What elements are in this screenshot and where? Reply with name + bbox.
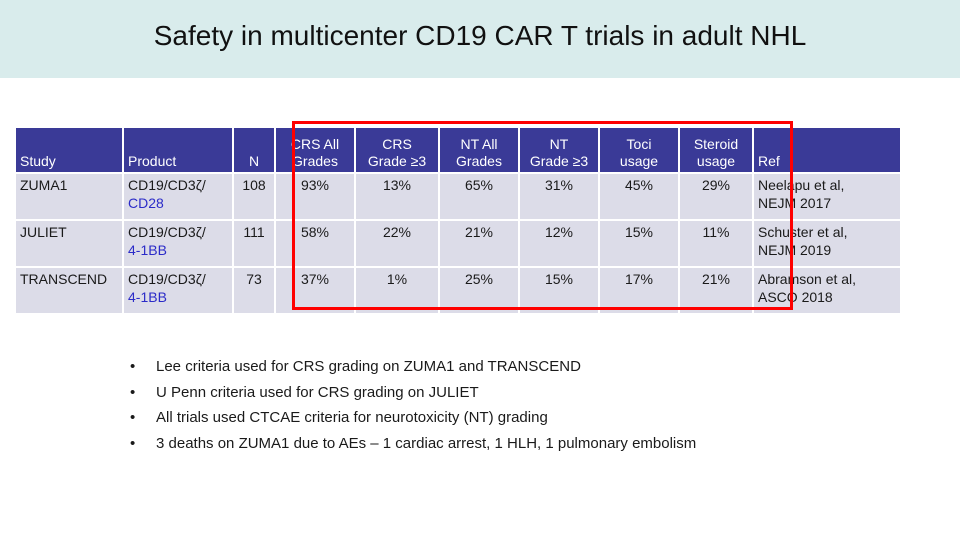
cell-ref: Abramson et al, ASCO 2018 (754, 268, 900, 313)
bullet-icon: • (130, 434, 136, 452)
header-nt-grade-3: NT Grade ≥3 (520, 128, 598, 172)
cell-steroid: 11% (680, 221, 752, 266)
cell-ref: Neelapu et al, NEJM 2017 (754, 174, 900, 219)
table-row: TRANSCEND CD19/CD3ζ/4-1BB 73 37% 1% 25% … (16, 268, 900, 313)
cell-crs-all: 93% (276, 174, 354, 219)
header-crs-grade-3: CRS Grade ≥3 (356, 128, 438, 172)
table-header-row: Study Product N CRS All Grades CRS Grade ≥… (16, 128, 900, 172)
cell-crs-all: 37% (276, 268, 354, 313)
header-steroid-usage: Steroid usage (680, 128, 752, 172)
header-study: Study (16, 128, 122, 172)
cell-nt-all: 21% (440, 221, 518, 266)
cell-study: JULIET (16, 221, 122, 266)
safety-table: Study Product N CRS All Grades CRS Grade ≥… (14, 126, 902, 315)
cell-crs-g3: 1% (356, 268, 438, 313)
header-crs-all-grades: CRS All Grades (276, 128, 354, 172)
notes-list: • Lee criteria used for CRS grading on ZU… (130, 358, 696, 460)
cell-toci: 15% (600, 221, 678, 266)
cell-nt-all: 25% (440, 268, 518, 313)
header-nt-all-grades: NT All Grades (440, 128, 518, 172)
header-ref: Ref (754, 128, 900, 172)
cell-nt-g3: 31% (520, 174, 598, 219)
table-row: ZUMA1 CD19/CD3ζ/CD28 108 93% 13% 65% 31%… (16, 174, 900, 219)
cell-n: 111 (234, 221, 274, 266)
title-bar (0, 0, 960, 78)
table-row: JULIET CD19/CD3ζ/4-1BB 111 58% 22% 21% 1… (16, 221, 900, 266)
header-toci-usage: Toci usage (600, 128, 678, 172)
cell-n: 73 (234, 268, 274, 313)
list-item: • All trials used CTCAE criteria for neur… (130, 409, 548, 426)
cell-nt-all: 65% (440, 174, 518, 219)
cell-steroid: 21% (680, 268, 752, 313)
cell-crs-g3: 13% (356, 174, 438, 219)
list-item: • 3 deaths on ZUMA1 due to AEs – 1 cardia… (130, 434, 697, 452)
cell-product: CD19/CD3ζ/4-1BB (124, 268, 232, 313)
cell-crs-g3: 22% (356, 221, 438, 266)
header-product: Product (124, 128, 232, 172)
list-item: • U Penn criteria used for CRS grading on… (130, 383, 479, 401)
bullet-icon: • (130, 409, 136, 426)
cell-n: 108 (234, 174, 274, 219)
cell-crs-all: 58% (276, 221, 354, 266)
bullet-icon: • (130, 383, 136, 401)
cell-product: CD19/CD3ζ/CD28 (124, 174, 232, 219)
cell-toci: 45% (600, 174, 678, 219)
cell-toci: 17% (600, 268, 678, 313)
slide-title: Safety in multicenter CD19 CAR T trials … (153, 20, 807, 51)
cell-study: ZUMA1 (16, 174, 122, 219)
list-item: • Lee criteria used for CRS grading on ZU… (130, 358, 581, 375)
bullet-icon: • (130, 358, 136, 375)
cell-nt-g3: 12% (520, 221, 598, 266)
cell-study: TRANSCEND (16, 268, 122, 313)
cell-steroid: 29% (680, 174, 752, 219)
cell-product: CD19/CD3ζ/4-1BB (124, 221, 232, 266)
cell-ref: Schuster et al, NEJM 2019 (754, 221, 900, 266)
cell-nt-g3: 15% (520, 268, 598, 313)
header-n: N (234, 128, 274, 172)
